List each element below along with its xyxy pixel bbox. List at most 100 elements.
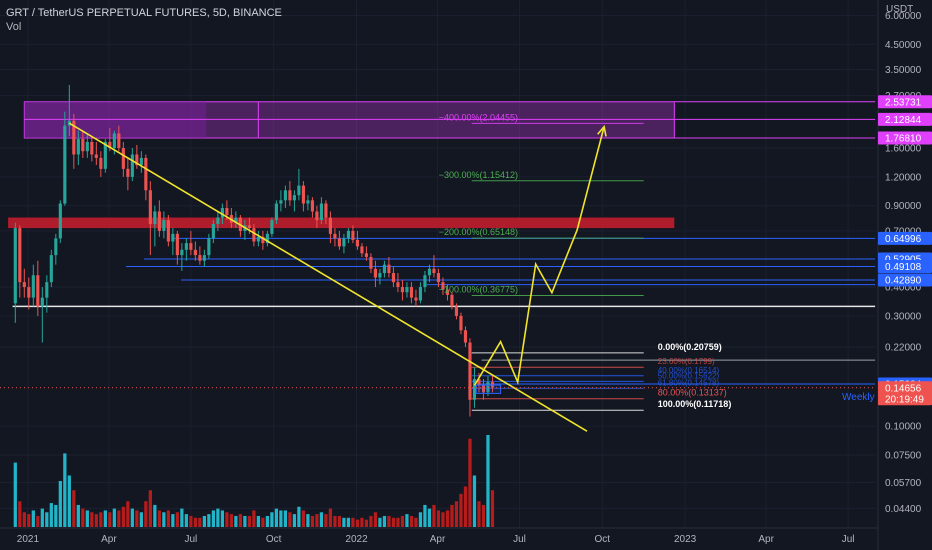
volume-bar xyxy=(279,510,283,527)
volume-bar xyxy=(270,512,274,527)
candle-body xyxy=(436,273,441,283)
candle-body xyxy=(477,378,481,386)
candle-body xyxy=(180,249,184,256)
candle-body xyxy=(234,217,238,223)
candle-body xyxy=(81,139,85,152)
volume-bar xyxy=(382,515,387,527)
candle-body xyxy=(409,287,414,298)
candle-body xyxy=(355,239,359,247)
fib-level-label: 100.00%(0.11718) xyxy=(658,399,732,409)
candle-body xyxy=(85,141,89,152)
volume-bar xyxy=(432,504,436,527)
candle-body xyxy=(90,141,94,155)
price-axis-tick: 0.30000 xyxy=(885,311,922,322)
candle-body xyxy=(18,228,22,283)
candle-body xyxy=(405,287,409,293)
candle-body xyxy=(270,220,274,234)
volume-bar xyxy=(126,501,130,527)
candle-body xyxy=(315,211,319,221)
candle-body xyxy=(346,230,350,239)
time-axis-tick: Oct xyxy=(266,534,282,545)
candle-body xyxy=(391,273,396,283)
volume-bar xyxy=(58,481,62,527)
fib-level-label: 50.00%(0.15622) xyxy=(658,371,720,380)
currency-label[interactable]: USDT xyxy=(886,4,914,15)
price-axis-tick: 4.50000 xyxy=(885,40,922,51)
volume-bar xyxy=(99,512,103,527)
candle-body xyxy=(319,203,323,221)
price-axis-tick: 1.20000 xyxy=(885,172,922,183)
volume-bar xyxy=(355,519,360,527)
volume-bar xyxy=(409,515,414,527)
candle-body xyxy=(486,382,490,393)
volume-bar xyxy=(54,504,58,527)
candle-body xyxy=(153,211,157,225)
volume-bar xyxy=(27,514,31,527)
candle-body xyxy=(364,253,369,257)
price-axis-tick: 6.00000 xyxy=(885,11,922,22)
candle-body xyxy=(256,236,260,242)
candle-body xyxy=(247,225,251,229)
candle-body xyxy=(373,268,378,278)
price-axis-tick: 0.10000 xyxy=(885,422,922,433)
volume-indicator-label[interactable]: Vol xyxy=(6,21,22,33)
volume-bar xyxy=(445,510,450,527)
candle-body xyxy=(301,185,305,204)
volume-bar xyxy=(387,515,391,527)
candle-body xyxy=(189,243,193,250)
candle-body xyxy=(135,154,139,166)
volume-bar xyxy=(40,508,44,527)
price-axis-tick: 0.40000 xyxy=(885,283,922,294)
fib-level-label: 0.00%(0.20759) xyxy=(658,342,722,352)
projection-path xyxy=(473,126,605,386)
volume-bar xyxy=(72,490,76,527)
time-axis-tick: Apr xyxy=(430,534,446,545)
volume-bar xyxy=(391,517,396,527)
candle-body xyxy=(472,378,477,400)
candle-body xyxy=(454,306,459,316)
candle-body xyxy=(351,230,355,240)
volume-bar xyxy=(108,512,112,527)
time-axis-tick: Jul xyxy=(184,534,197,545)
fib-level-label: 40.00%(0.16514) xyxy=(658,366,720,375)
candle-body xyxy=(27,287,31,298)
volume-bar xyxy=(220,510,224,527)
volume-bar xyxy=(238,514,243,527)
volume-bar xyxy=(243,515,247,527)
volume-bar xyxy=(418,512,423,527)
volume-bar xyxy=(261,517,265,527)
candle-body xyxy=(58,203,62,239)
volume-bar xyxy=(486,435,490,527)
price-tag-label: 0.14656 xyxy=(885,383,922,394)
price-tag xyxy=(878,231,932,245)
volume-bar xyxy=(76,504,80,527)
price-axis-tick: 0.22000 xyxy=(885,343,922,354)
chart-header: GRT / TetherUS PERPETUAL FUTURES, 5D, BI… xyxy=(6,6,282,34)
symbol-title[interactable]: GRT / TetherUS PERPETUAL FUTURES, 5D, BI… xyxy=(6,7,282,19)
volume-bar xyxy=(337,515,342,527)
price-axis-tick: 0.90000 xyxy=(885,201,922,212)
candle-body xyxy=(468,342,472,400)
volume-bar xyxy=(378,517,382,527)
fib-level-label: 23.60%(0.1799) xyxy=(658,357,715,366)
candle-body xyxy=(225,207,229,216)
volume-bar xyxy=(481,504,486,527)
candle-body xyxy=(378,273,382,278)
price-axis-tick: 3.50000 xyxy=(885,65,922,76)
volume-bar xyxy=(63,453,67,527)
candle-body xyxy=(265,233,269,244)
volume-bar xyxy=(112,508,116,527)
volume-bar xyxy=(333,515,337,527)
candle-body xyxy=(414,297,418,301)
volume-bar xyxy=(171,514,175,527)
volume-bar xyxy=(162,512,166,527)
candle-body xyxy=(121,148,125,169)
candle-body xyxy=(220,207,224,218)
volume-bar xyxy=(346,517,351,527)
candle-body xyxy=(112,133,116,149)
candle-body xyxy=(175,233,179,256)
candle-body xyxy=(157,211,161,231)
fib-level-label: −300.00%(1.15412) xyxy=(439,170,518,180)
